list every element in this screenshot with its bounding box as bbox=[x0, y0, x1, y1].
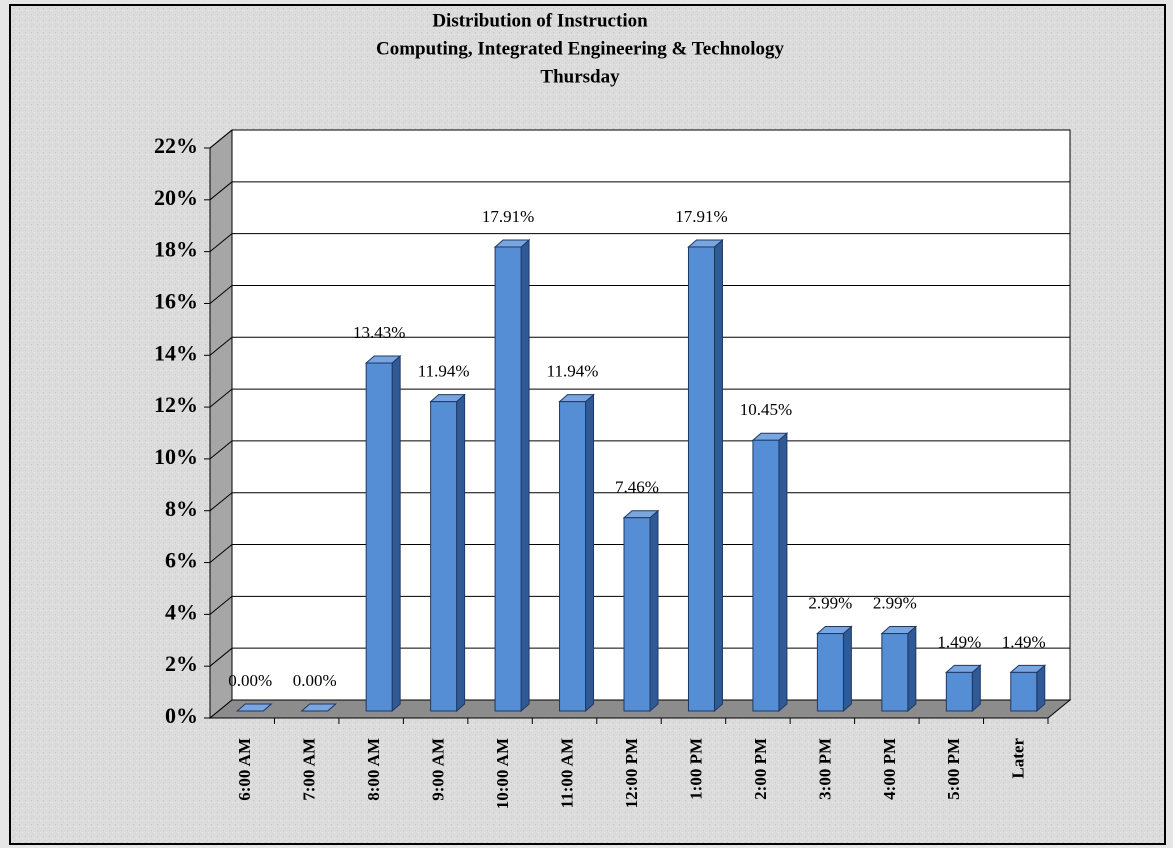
grid-line bbox=[209, 595, 233, 615]
bar bbox=[944, 664, 982, 713]
bar-side bbox=[520, 238, 530, 713]
grid-line bbox=[209, 544, 233, 563]
y-tick-label: 10% bbox=[154, 444, 198, 469]
grid-line bbox=[209, 440, 233, 460]
value-label: 1.49% bbox=[937, 632, 981, 651]
y-tick-label: 0% bbox=[165, 703, 198, 728]
bar-top bbox=[235, 703, 273, 712]
bar-front bbox=[816, 633, 844, 712]
bar bbox=[622, 509, 660, 713]
x-tick-label: 5:00 PM bbox=[944, 738, 963, 800]
value-label: 0.00% bbox=[293, 671, 337, 690]
value-label: 2.99% bbox=[808, 593, 852, 612]
bar-side bbox=[713, 238, 723, 713]
value-label: 1.49% bbox=[1002, 632, 1046, 651]
bar bbox=[751, 432, 789, 713]
x-tick-label: 4:00 PM bbox=[880, 738, 899, 800]
value-label: 11.94% bbox=[547, 362, 599, 381]
bar-top bbox=[300, 703, 338, 712]
y-tick-label: 4% bbox=[165, 599, 198, 624]
bar-side bbox=[391, 354, 401, 713]
bar bbox=[429, 393, 466, 713]
side-wall bbox=[209, 128, 233, 720]
x-tick-label: 7:00 AM bbox=[300, 738, 319, 801]
grid-line bbox=[209, 492, 233, 512]
bar-front bbox=[687, 246, 715, 712]
bar-front bbox=[945, 671, 973, 712]
bar bbox=[300, 703, 338, 712]
value-label: 11.94% bbox=[418, 362, 470, 381]
y-tick-label: 18% bbox=[154, 237, 198, 262]
value-label: 13.43% bbox=[353, 323, 405, 342]
value-label: 2.99% bbox=[873, 593, 917, 612]
y-tick-label: 8% bbox=[165, 496, 198, 521]
x-tick-label: Later bbox=[1009, 738, 1028, 779]
bar-side bbox=[585, 393, 595, 713]
y-tick-label: 16% bbox=[154, 289, 198, 314]
bar-side bbox=[842, 625, 852, 713]
value-label: 7.46% bbox=[615, 478, 659, 497]
x-tick-label: 1:00 PM bbox=[686, 738, 705, 800]
value-label: 17.91% bbox=[482, 207, 534, 226]
value-label: 0.00% bbox=[228, 671, 272, 690]
value-label: 17.91% bbox=[675, 207, 727, 226]
y-tick-label: 14% bbox=[154, 340, 198, 365]
y-tick-label: 6% bbox=[165, 548, 198, 573]
bar bbox=[364, 354, 402, 713]
bar-front bbox=[430, 401, 458, 712]
x-tick-label: 2:00 PM bbox=[751, 738, 770, 800]
grid-line bbox=[209, 285, 233, 304]
bar-side bbox=[778, 432, 788, 713]
bar bbox=[235, 703, 273, 712]
bar-front bbox=[559, 401, 587, 712]
chart-title: Thursday bbox=[540, 66, 620, 87]
grid-line bbox=[209, 129, 233, 149]
x-tick-label: 9:00 AM bbox=[429, 738, 448, 801]
bar-side bbox=[1036, 664, 1046, 713]
bar bbox=[1009, 664, 1047, 713]
bar bbox=[493, 238, 531, 713]
grid-line bbox=[209, 233, 233, 253]
grid-line bbox=[209, 336, 233, 356]
value-label: 10.45% bbox=[740, 400, 792, 419]
bar bbox=[880, 625, 918, 713]
y-tick-label: 2% bbox=[165, 651, 198, 676]
chart-title: Distribution of Instruction bbox=[432, 10, 648, 31]
bar-side bbox=[971, 664, 981, 713]
x-tick-label: 6:00 AM bbox=[235, 738, 254, 801]
bar-side bbox=[456, 393, 466, 713]
x-tick-label: 12:00 PM bbox=[622, 738, 641, 808]
y-tick-label: 22% bbox=[154, 133, 198, 158]
x-tick-label: 10:00 AM bbox=[493, 738, 512, 809]
bar-side bbox=[907, 625, 917, 713]
bar-front bbox=[881, 633, 909, 712]
y-tick-label: 12% bbox=[154, 392, 198, 417]
grid-line bbox=[209, 181, 233, 201]
chart-title: Computing, Integrated Engineering & Tech… bbox=[376, 38, 785, 59]
bar-front bbox=[1010, 671, 1038, 712]
bar-front bbox=[752, 439, 780, 712]
grid-line bbox=[209, 647, 233, 667]
bar-front bbox=[623, 517, 651, 712]
bar-side bbox=[649, 509, 659, 713]
grid-line bbox=[209, 388, 233, 408]
bar-front bbox=[494, 246, 522, 712]
x-tick-label: 3:00 PM bbox=[815, 738, 834, 800]
x-tick-label: 11:00 AM bbox=[557, 738, 576, 808]
x-tick-label: 8:00 AM bbox=[364, 738, 383, 801]
bar bbox=[687, 238, 724, 713]
y-tick-label: 20% bbox=[154, 185, 198, 210]
bar-front bbox=[365, 362, 393, 712]
bar bbox=[816, 625, 853, 713]
bar bbox=[558, 393, 595, 713]
